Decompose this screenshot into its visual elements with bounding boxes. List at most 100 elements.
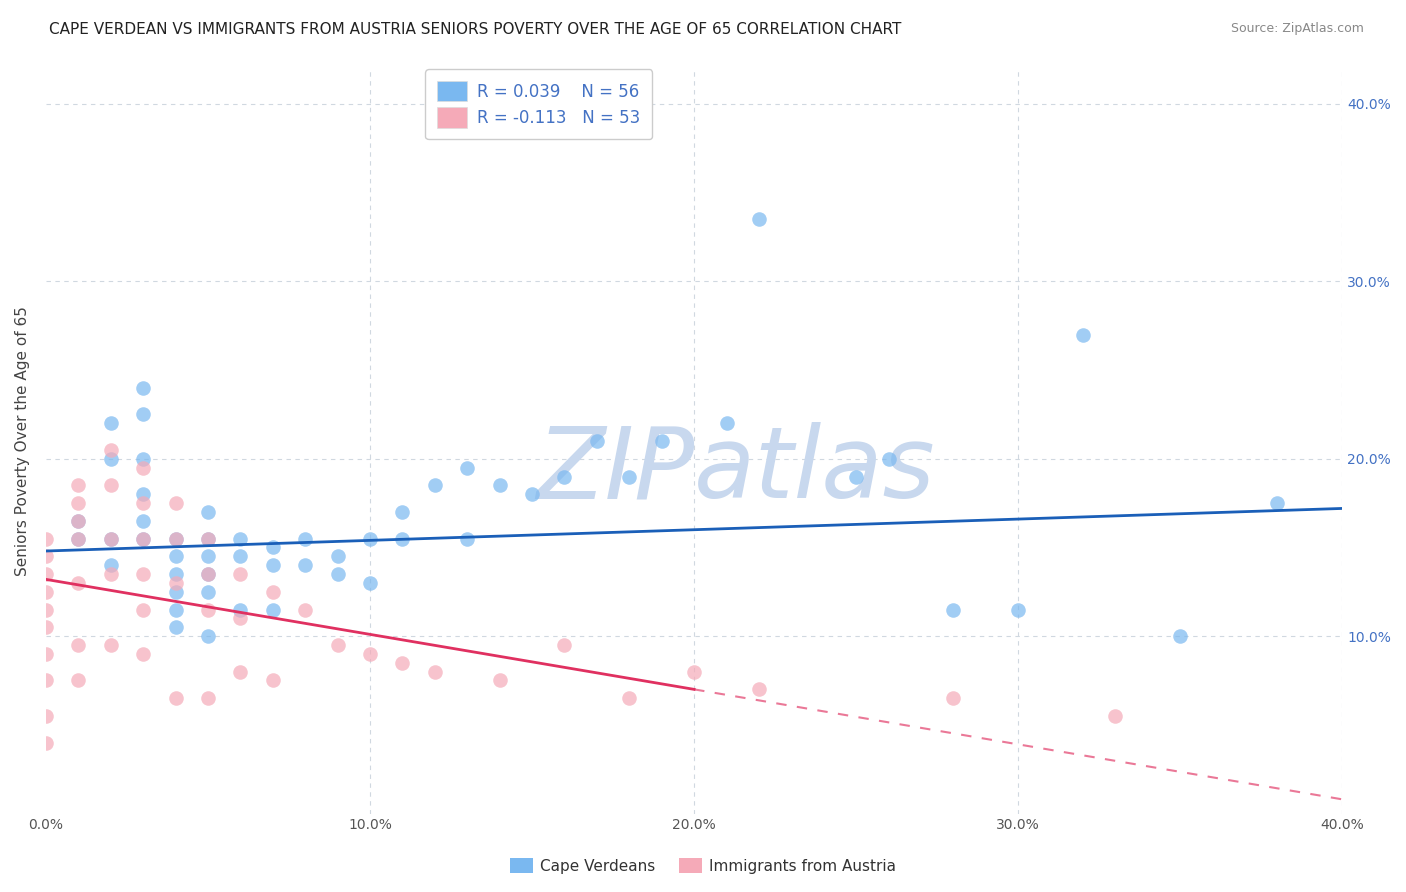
Point (165, 584, 187, 599)
Point (520, 487, 543, 501)
Point (165, 567, 187, 582)
Point (132, 408, 155, 422)
Point (488, 673, 510, 688)
Point (100, 451, 122, 466)
Point (100, 478, 122, 492)
Point (132, 381, 155, 395)
Text: atlas: atlas (695, 422, 936, 519)
Point (553, 638, 575, 652)
Point (100, 558, 122, 573)
Legend: R = 0.039    N = 56, R = -0.113   N = 53: R = 0.039 N = 56, R = -0.113 N = 53 (425, 70, 652, 139)
Point (100, 638, 122, 652)
Point (651, 434, 673, 448)
Point (197, 567, 219, 582)
Point (165, 602, 187, 616)
Point (326, 549, 349, 564)
Point (586, 434, 609, 448)
Point (197, 505, 219, 519)
Point (132, 514, 155, 528)
Point (67, 576, 90, 591)
Point (456, 460, 478, 475)
Point (262, 673, 284, 688)
Point (942, 691, 965, 706)
Point (1267, 496, 1289, 510)
Point (716, 417, 738, 431)
Point (553, 469, 575, 483)
Point (132, 647, 155, 661)
Point (683, 665, 706, 679)
Point (35, 735, 58, 749)
Point (294, 532, 316, 546)
Point (197, 602, 219, 616)
Point (35, 647, 58, 661)
Point (35, 549, 58, 564)
Point (262, 602, 284, 616)
Point (877, 451, 900, 466)
Point (197, 691, 219, 706)
Point (67, 532, 90, 546)
Legend: Cape Verdeans, Immigrants from Austria: Cape Verdeans, Immigrants from Austria (503, 852, 903, 880)
Text: CAPE VERDEAN VS IMMIGRANTS FROM AUSTRIA SENIORS POVERTY OVER THE AGE OF 65 CORRE: CAPE VERDEAN VS IMMIGRANTS FROM AUSTRIA … (49, 22, 901, 37)
Point (229, 602, 252, 616)
Point (197, 567, 219, 582)
Point (35, 584, 58, 599)
Point (100, 442, 122, 457)
Point (197, 532, 219, 546)
Point (35, 567, 58, 582)
Point (67, 514, 90, 528)
Point (197, 549, 219, 564)
Point (229, 549, 252, 564)
Point (456, 532, 478, 546)
Point (294, 602, 316, 616)
Point (35, 532, 58, 546)
Point (391, 532, 413, 546)
Point (197, 629, 219, 643)
Point (197, 532, 219, 546)
Point (165, 532, 187, 546)
Point (845, 469, 868, 483)
Point (100, 417, 122, 431)
Point (67, 673, 90, 688)
Point (165, 496, 187, 510)
Point (488, 478, 510, 492)
Point (132, 602, 155, 616)
Point (748, 682, 770, 697)
Point (423, 665, 446, 679)
Point (165, 532, 187, 546)
Point (132, 460, 155, 475)
Point (326, 567, 349, 582)
Point (326, 638, 349, 652)
Point (67, 496, 90, 510)
Point (165, 549, 187, 564)
Point (132, 451, 155, 466)
Text: ZIP: ZIP (536, 422, 695, 519)
Point (165, 691, 187, 706)
Point (229, 665, 252, 679)
Point (165, 576, 187, 591)
Point (67, 514, 90, 528)
Point (100, 532, 122, 546)
Point (619, 469, 641, 483)
Point (1007, 602, 1029, 616)
Point (35, 602, 58, 616)
Point (132, 496, 155, 510)
Point (1168, 629, 1191, 643)
Point (262, 541, 284, 555)
Point (391, 505, 413, 519)
Point (132, 487, 155, 501)
Point (35, 709, 58, 723)
Point (67, 532, 90, 546)
Point (262, 584, 284, 599)
Point (1104, 709, 1126, 723)
Point (229, 611, 252, 625)
Text: Source: ZipAtlas.com: Source: ZipAtlas.com (1230, 22, 1364, 36)
Point (1071, 327, 1094, 342)
Point (35, 620, 58, 634)
Point (197, 584, 219, 599)
Point (942, 602, 965, 616)
Point (262, 558, 284, 573)
Point (359, 576, 381, 591)
Point (423, 478, 446, 492)
Point (391, 656, 413, 670)
Point (132, 567, 155, 582)
